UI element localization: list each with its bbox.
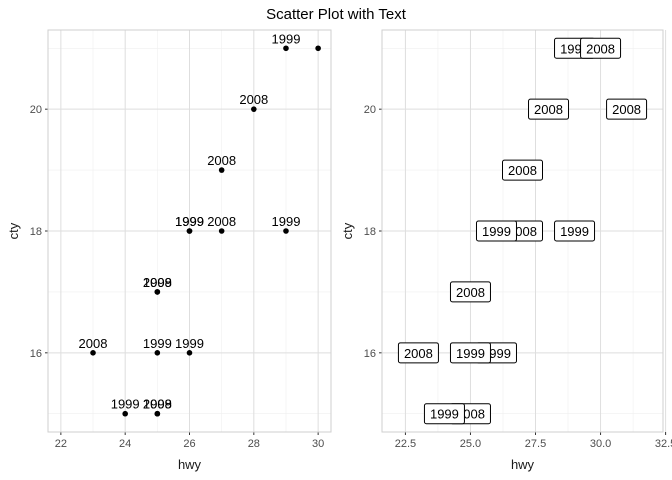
label-box-frame <box>449 281 491 303</box>
y-tick-label: 20 <box>364 104 376 116</box>
x-tick-label: 26 <box>183 438 195 450</box>
label-box-text: 2008 <box>534 102 563 117</box>
x-tick-label: 22 <box>55 438 67 450</box>
label-box-text: 1999 <box>430 407 459 422</box>
x-tick-label: 24 <box>119 438 131 450</box>
label-box: 1999 <box>423 403 465 425</box>
panel-2: 22.5 25.0 27.5 30.0 32.5 16 18 20 hwy cty 1999 2008… <box>340 29 672 472</box>
data-point <box>90 350 96 356</box>
point-label: 1999 <box>175 214 204 229</box>
data-point <box>122 410 128 417</box>
label-box: 2008 <box>449 281 491 303</box>
label-box-text: 2008 <box>612 102 641 117</box>
label-box-frame <box>449 342 491 364</box>
point-label: 2008 <box>143 397 172 412</box>
y-axis-title: cty <box>340 222 355 239</box>
point-label: 1999 <box>175 214 204 229</box>
panel-1: 22 24 26 28 30161820hwycty199920082008199919… <box>6 29 332 472</box>
data-point <box>283 228 289 234</box>
data-point <box>154 410 161 417</box>
label-box-text: 2008 <box>508 163 537 178</box>
label-box: 2008 <box>397 342 439 364</box>
point-label: 2008 <box>207 153 236 168</box>
point-label: 1999 <box>175 336 204 351</box>
label-box-frame <box>475 220 517 242</box>
label-box: 2008 <box>528 98 570 120</box>
label-box: 1999 <box>449 342 491 364</box>
y-tick-label: 16 <box>364 348 376 360</box>
y-tick-label: 18 <box>30 226 42 238</box>
point-label: 1999 <box>143 397 172 412</box>
label-box-frame <box>580 37 622 59</box>
label-box-text: 2008 <box>456 285 485 300</box>
label-box-text: 2008 <box>404 346 433 361</box>
label-box: 1999 <box>554 220 596 242</box>
data-point <box>283 45 289 52</box>
point-label: 2008 <box>207 214 236 229</box>
point-label: 1999 <box>111 397 140 412</box>
x-axis-title: hwy <box>178 457 202 472</box>
label-box-text: 1999 <box>482 224 511 239</box>
point-label: 2008 <box>143 275 172 290</box>
x-tick-label: 25.0 <box>460 438 481 450</box>
panel-border <box>47 29 332 433</box>
x-tick-label: 27.5 <box>525 438 546 450</box>
panel-border <box>381 29 664 433</box>
point-label: 2008 <box>239 92 268 107</box>
x-tick-label: 22.5 <box>395 438 416 450</box>
data-point <box>251 106 257 112</box>
x-tick-label: 32.5 <box>655 438 672 450</box>
data-point <box>315 45 321 52</box>
label-box-text: 2008 <box>586 41 615 56</box>
x-tick-label: 28 <box>248 438 260 450</box>
x-tick-label: 30 <box>312 438 324 450</box>
data-point <box>186 228 193 234</box>
x-tick-label: 30.0 <box>590 438 611 450</box>
label-box-frame <box>606 98 648 120</box>
data-point <box>154 350 161 356</box>
point-label: 1999 <box>272 31 301 46</box>
label-box-frame <box>528 98 570 120</box>
data-point <box>218 167 225 173</box>
y-tick-label: 20 <box>30 104 42 116</box>
point-label: 2008 <box>79 336 108 351</box>
label-box: 2008 <box>580 37 622 59</box>
data-point <box>154 289 161 295</box>
point-label: 1999 <box>143 275 172 290</box>
label-box: 2008 <box>606 98 648 120</box>
label-box-frame <box>502 159 543 181</box>
label-box: 2008 <box>502 159 543 181</box>
label-box-frame <box>397 342 439 364</box>
y-tick-label: 16 <box>30 348 42 360</box>
label-box-text: 1999 <box>456 346 485 361</box>
data-point <box>218 228 225 234</box>
chart-title: Scatter Plot with Text <box>266 6 407 23</box>
point-label: 1999 <box>272 214 301 229</box>
y-axis-title: cty <box>6 222 21 239</box>
data-point <box>186 350 193 356</box>
label-box-text: 1999 <box>560 224 589 239</box>
label-box: 1999 <box>475 220 517 242</box>
y-tick-label: 18 <box>364 226 376 238</box>
point-label: 1999 <box>143 336 172 351</box>
label-box-frame <box>554 220 596 242</box>
label-box-frame <box>423 403 465 425</box>
x-axis-title: hwy <box>511 457 535 472</box>
